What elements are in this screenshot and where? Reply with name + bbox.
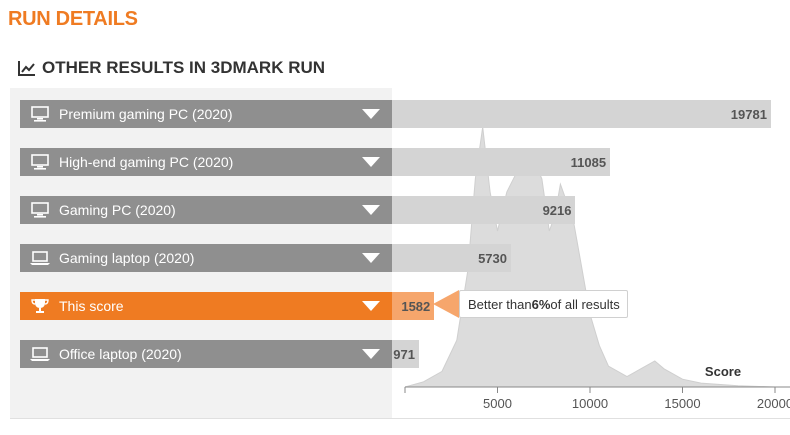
score-value: 1582 [401,298,431,314]
benchmark-row-label: High-end gaming PC (2020) [59,154,234,170]
chevron-down-icon[interactable] [362,349,380,359]
x-tick-label: 10000 [572,396,608,411]
chevron-down-icon[interactable] [362,157,380,167]
chevron-down-icon[interactable] [362,301,380,311]
x-tick-label: 20000 [757,396,790,411]
tooltip-prefix: Better than [468,296,532,312]
benchmark-row-premium-gaming-pc[interactable]: Premium gaming PC (2020) [20,100,392,128]
benchmark-row-office-laptop[interactable]: Office laptop (2020) [20,340,392,368]
laptop-icon [30,347,50,361]
score-value: 19781 [730,106,767,122]
score-bar-gaming-laptop: 5730 [392,244,511,272]
line-chart-icon [18,61,35,76]
score-bar-premium-gaming-pc: 19781 [392,100,771,128]
benchmark-row-label: Office laptop (2020) [59,346,182,362]
score-bar-high-end-gaming-pc: 11085 [392,148,611,176]
chevron-down-icon[interactable] [362,253,380,263]
trophy-icon [31,299,49,313]
x-axis-label: Score [705,364,741,379]
desktop-icon [31,202,49,218]
x-tick-label: 15000 [664,396,700,411]
score-bar-office-laptop: 971 [392,340,419,368]
benchmark-row-label: Gaming PC (2020) [59,202,176,218]
page-title: RUN DETAILS [8,8,138,30]
divider [10,418,790,419]
score-value: 9216 [542,202,572,218]
laptop-icon [30,251,50,265]
section-header: OTHER RESULTS IN 3DMARK RUN [18,56,325,80]
chevron-down-icon[interactable] [362,205,380,215]
score-bar-this-score: 1582 [392,292,435,320]
desktop-icon [31,154,49,170]
desktop-icon [31,106,49,122]
tooltip-arrow [433,290,459,318]
chevron-down-icon[interactable] [362,109,380,119]
score-bar-gaming-pc: 9216 [392,196,576,224]
tooltip-suffix: of all results [550,296,620,312]
percentile-tooltip: Better than 6% of all results [459,290,628,318]
benchmark-row-label: Premium gaming PC (2020) [59,106,233,122]
benchmark-row-gaming-laptop[interactable]: Gaming laptop (2020) [20,244,392,272]
score-value: 11085 [570,154,607,170]
benchmark-row-this-score[interactable]: This score [20,292,392,320]
benchmark-row-label: Gaming laptop (2020) [59,250,195,266]
score-value: 5730 [478,250,507,266]
benchmark-row-high-end-gaming-pc[interactable]: High-end gaming PC (2020) [20,148,392,176]
tooltip-percent: 6% [531,296,551,312]
benchmark-row-label: This score [59,298,124,314]
x-tick-label: 5000 [483,396,512,411]
benchmark-row-gaming-pc[interactable]: Gaming PC (2020) [20,196,392,224]
section-title: OTHER RESULTS IN 3DMARK RUN [42,58,326,77]
score-value: 971 [393,346,415,362]
